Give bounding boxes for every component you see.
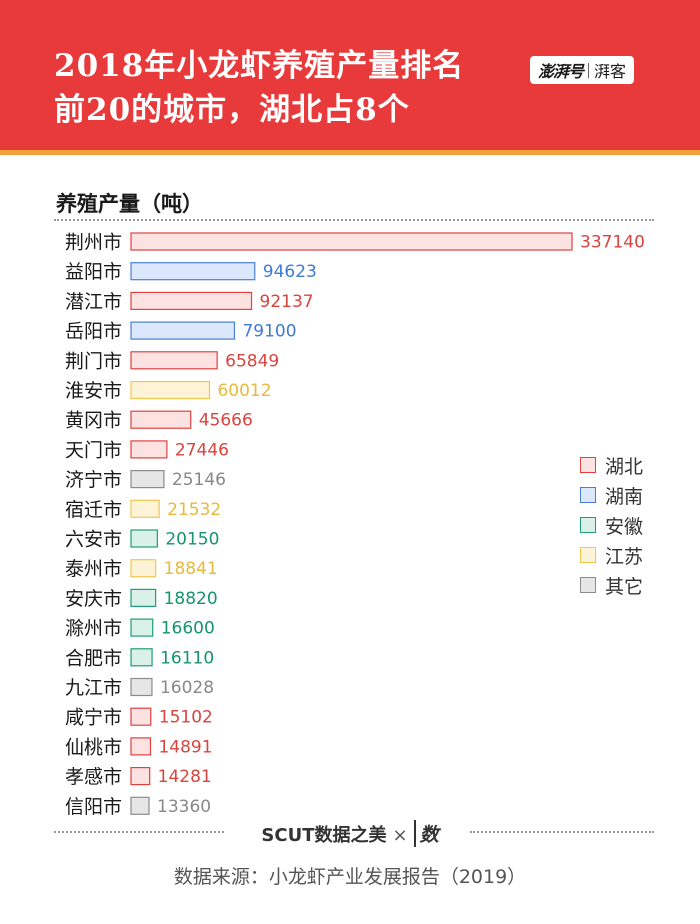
category-label: 孝感市 [65, 766, 122, 788]
bar [130, 499, 160, 518]
title-line-2: 前20的城市，湖北占8个 [54, 92, 410, 128]
bar [130, 321, 236, 340]
legend-swatch [580, 487, 596, 503]
axis-title: 养殖产量（吨） [56, 192, 203, 216]
category-label: 泰州市 [65, 558, 122, 580]
bar [130, 766, 151, 786]
title-line-1: 2018年小龙虾养殖产量排名 [54, 48, 465, 84]
value-label: 14281 [158, 767, 212, 787]
footer-divider-left [54, 831, 224, 833]
legend-swatch [580, 547, 596, 563]
category-label: 荆门市 [65, 350, 122, 372]
value-label: 13360 [157, 797, 211, 817]
chart-legend: 湖北湖南安徽江苏其它 [580, 450, 643, 600]
credit-line: SCUT数据之美 × 数 [0, 820, 700, 847]
bar [130, 559, 157, 578]
bar [130, 440, 168, 459]
value-label: 16028 [160, 678, 214, 698]
legend-label: 其它 [605, 575, 644, 598]
header-banner: 2018年小龙虾养殖产量排名 前20的城市，湖北占8个 澎湃号 湃客 [0, 0, 700, 150]
bar [130, 351, 218, 370]
publisher-logo: 澎湃号 湃客 [530, 56, 635, 84]
value-label: 18841 [164, 559, 218, 579]
value-label: 21532 [167, 500, 221, 520]
value-label: 16110 [160, 648, 214, 668]
value-label: 14891 [158, 737, 212, 757]
legend-label: 江苏 [605, 545, 644, 568]
value-label: 16600 [161, 619, 215, 639]
credit-main: SCUT数据之美 [261, 825, 387, 846]
value-label: 94623 [263, 262, 317, 282]
category-label: 信阳市 [65, 796, 122, 818]
category-label: 合肥市 [65, 647, 122, 669]
value-label: 79100 [242, 322, 296, 342]
bar [130, 796, 150, 815]
category-label: 荆州市 [65, 232, 122, 254]
legend-item: 安徽 [580, 510, 643, 540]
credit-x: × [392, 825, 408, 846]
category-label: 滁州市 [65, 618, 122, 640]
bar [130, 707, 152, 726]
category-label: 淮安市 [65, 380, 122, 402]
bar [130, 262, 256, 281]
legend-item: 湖南 [580, 480, 643, 510]
legend-swatch [580, 577, 596, 593]
value-label: 92137 [260, 292, 314, 312]
logo-divider [588, 62, 590, 78]
category-label: 济宁市 [65, 469, 122, 491]
value-label: 27446 [175, 440, 229, 460]
value-label: 65849 [225, 351, 279, 371]
bar [130, 380, 211, 400]
category-label: 黄冈市 [65, 410, 122, 432]
legend-item: 江苏 [580, 540, 643, 570]
bar [130, 648, 153, 667]
page-title: 2018年小龙虾养殖产量排名 前20的城市，湖北占8个 [54, 44, 464, 132]
legend-item: 其它 [580, 570, 643, 600]
value-label: 60012 [217, 381, 271, 401]
legend-item: 湖北 [580, 450, 643, 480]
bar [130, 737, 152, 756]
value-label: 20150 [165, 530, 219, 550]
legend-swatch [580, 517, 596, 533]
logo-brand: 澎湃号 [538, 62, 584, 81]
bar [130, 470, 165, 489]
legend-label: 安徽 [605, 515, 644, 538]
category-label: 潜江市 [65, 291, 122, 313]
bar [130, 291, 253, 310]
footer-divider-right [470, 831, 654, 833]
bar [130, 529, 158, 548]
category-label: 安庆市 [65, 588, 122, 610]
legend-label: 湖北 [605, 455, 644, 478]
partner-logo: 数 [413, 820, 439, 847]
value-label: 337140 [580, 233, 645, 253]
top-divider [54, 219, 654, 221]
category-label: 九江市 [65, 677, 122, 699]
category-label: 岳阳市 [65, 321, 122, 343]
legend-swatch [580, 457, 596, 473]
value-label: 25146 [172, 470, 226, 490]
category-label: 仙桃市 [65, 736, 122, 758]
category-label: 宿迁市 [65, 499, 122, 521]
value-label: 18820 [164, 589, 218, 609]
logo-sub: 湃客 [594, 62, 627, 81]
category-label: 益阳市 [65, 261, 122, 283]
header-stripe [0, 150, 700, 155]
category-label: 咸宁市 [65, 707, 122, 729]
value-label: 45666 [199, 411, 253, 431]
bar [130, 588, 157, 608]
legend-label: 湖南 [605, 485, 644, 508]
bar [130, 618, 154, 637]
data-source: 数据来源：小龙虾产业发展报告（2019） [173, 866, 527, 888]
value-label: 15102 [159, 708, 213, 728]
bar [130, 232, 573, 251]
category-label: 六安市 [65, 529, 122, 551]
bar [130, 677, 153, 697]
category-label: 天门市 [65, 439, 122, 461]
bar [130, 410, 192, 429]
